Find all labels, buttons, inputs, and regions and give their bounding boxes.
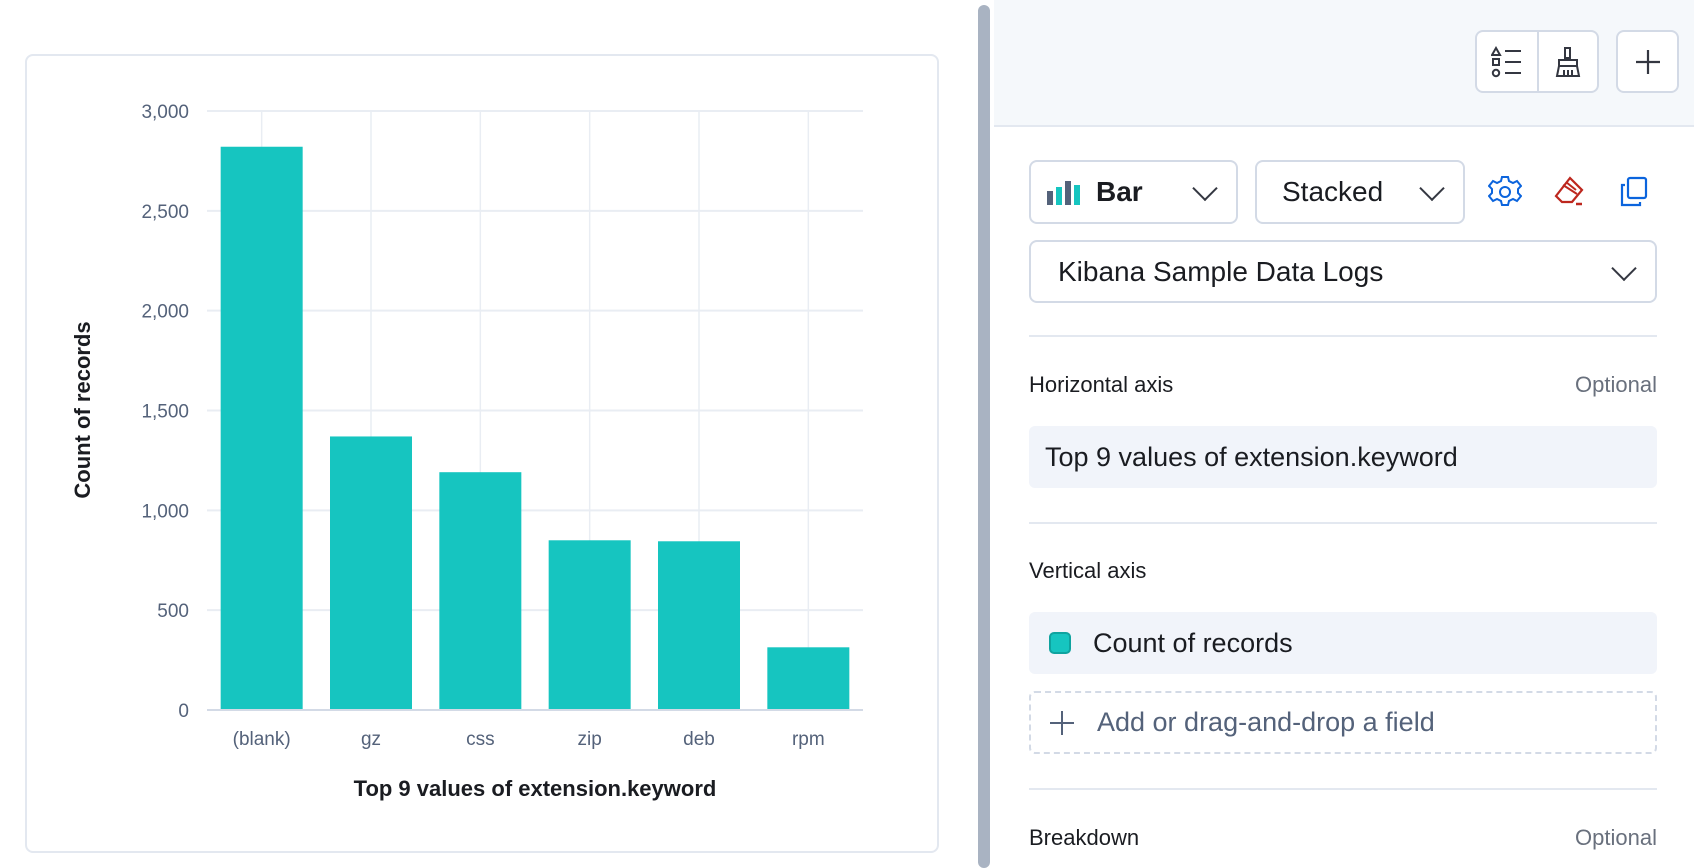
list-shapes-icon: [1491, 45, 1521, 77]
y-tick-label: 1,000: [141, 501, 189, 522]
series-color-swatch[interactable]: [1049, 632, 1071, 654]
chart-type-select[interactable]: Bar: [1029, 160, 1238, 224]
stacking-value: Stacked: [1282, 176, 1384, 207]
y-axis-title: Count of records: [70, 321, 95, 498]
bar-blank: [220, 146, 303, 710]
y-tick-label: 2,000: [141, 302, 189, 323]
data-view-value: Kibana Sample Data Logs: [1058, 255, 1384, 287]
x-tick-label: gz: [361, 729, 381, 750]
bar-rpm: [767, 647, 850, 710]
vertical-axis-field-label: Count of records: [1093, 627, 1293, 658]
horizontal-axis-field[interactable]: Top 9 values of extension.keyword: [1029, 426, 1657, 488]
stacking-select[interactable]: Stacked: [1255, 160, 1465, 224]
divider: [1029, 788, 1657, 790]
divider: [1029, 522, 1657, 524]
vertical-axis-label: Vertical axis: [1029, 558, 1147, 583]
chevron-down-icon: [1611, 255, 1637, 281]
y-tick-label: 3,000: [141, 102, 189, 123]
gear-icon: [1487, 176, 1523, 206]
bar-zip: [548, 540, 631, 710]
clear-layer-button[interactable]: [1554, 176, 1588, 213]
y-tick-label: 1,500: [141, 402, 189, 423]
chevron-down-icon: [1192, 175, 1218, 202]
copy-icon: [1620, 176, 1648, 207]
breakdown-label: Breakdown: [1029, 825, 1140, 850]
y-tick-label: 0: [178, 701, 189, 722]
chevron-down-icon: [1419, 175, 1445, 202]
eraser-icon: [1554, 176, 1584, 206]
layer-settings-button[interactable]: [1487, 175, 1523, 214]
horizontal-axis-label: Horizontal axis: [1029, 372, 1174, 397]
x-axis-title: Top 9 values of extension.keyword: [354, 776, 717, 801]
bar-css: [439, 472, 522, 710]
chart-panel: 0 500 1,000 1,500 2,000 2,500 3,000 (blank) gz cs…: [25, 54, 939, 853]
x-tick-label: deb: [683, 729, 715, 750]
vertical-axis-field[interactable]: Count of records: [1029, 612, 1657, 674]
bar-chart: 0 500 1,000 1,500 2,000 2,500 3,000 (blank) gz cs…: [70, 102, 863, 801]
panel-resize-handle[interactable]: [978, 5, 990, 868]
horizontal-axis-optional: Optional: [1575, 372, 1657, 397]
y-tick-label: 2,500: [141, 202, 189, 223]
bar-deb: [658, 541, 740, 710]
bar-chart-icon: [1047, 181, 1080, 205]
x-tick-label: rpm: [792, 729, 825, 750]
style-settings-button[interactable]: [1537, 30, 1599, 93]
breakdown-optional: Optional: [1575, 825, 1657, 850]
bar-gz: [330, 436, 412, 710]
add-field-label: Add or drag-and-drop a field: [1097, 707, 1435, 737]
x-tick-label: zip: [578, 729, 602, 750]
clone-layer-button[interactable]: [1619, 176, 1649, 213]
horizontal-axis-field-label: Top 9 values of extension.keyword: [1045, 441, 1458, 472]
data-view-select[interactable]: Kibana Sample Data Logs: [1029, 240, 1657, 303]
plus-icon: [1050, 710, 1074, 735]
plus-icon: [1635, 49, 1660, 74]
x-tick-label: (blank): [233, 729, 291, 750]
chart-type-value: Bar: [1096, 176, 1143, 207]
brush-icon: [1555, 46, 1581, 77]
add-layer-button[interactable]: [1616, 30, 1679, 93]
y-tick-label: 500: [157, 601, 189, 622]
divider: [1029, 335, 1657, 337]
add-field-dropzone[interactable]: Add or drag-and-drop a field: [1029, 691, 1657, 754]
x-tick-label: css: [466, 729, 495, 750]
legend-settings-button[interactable]: [1475, 30, 1539, 93]
